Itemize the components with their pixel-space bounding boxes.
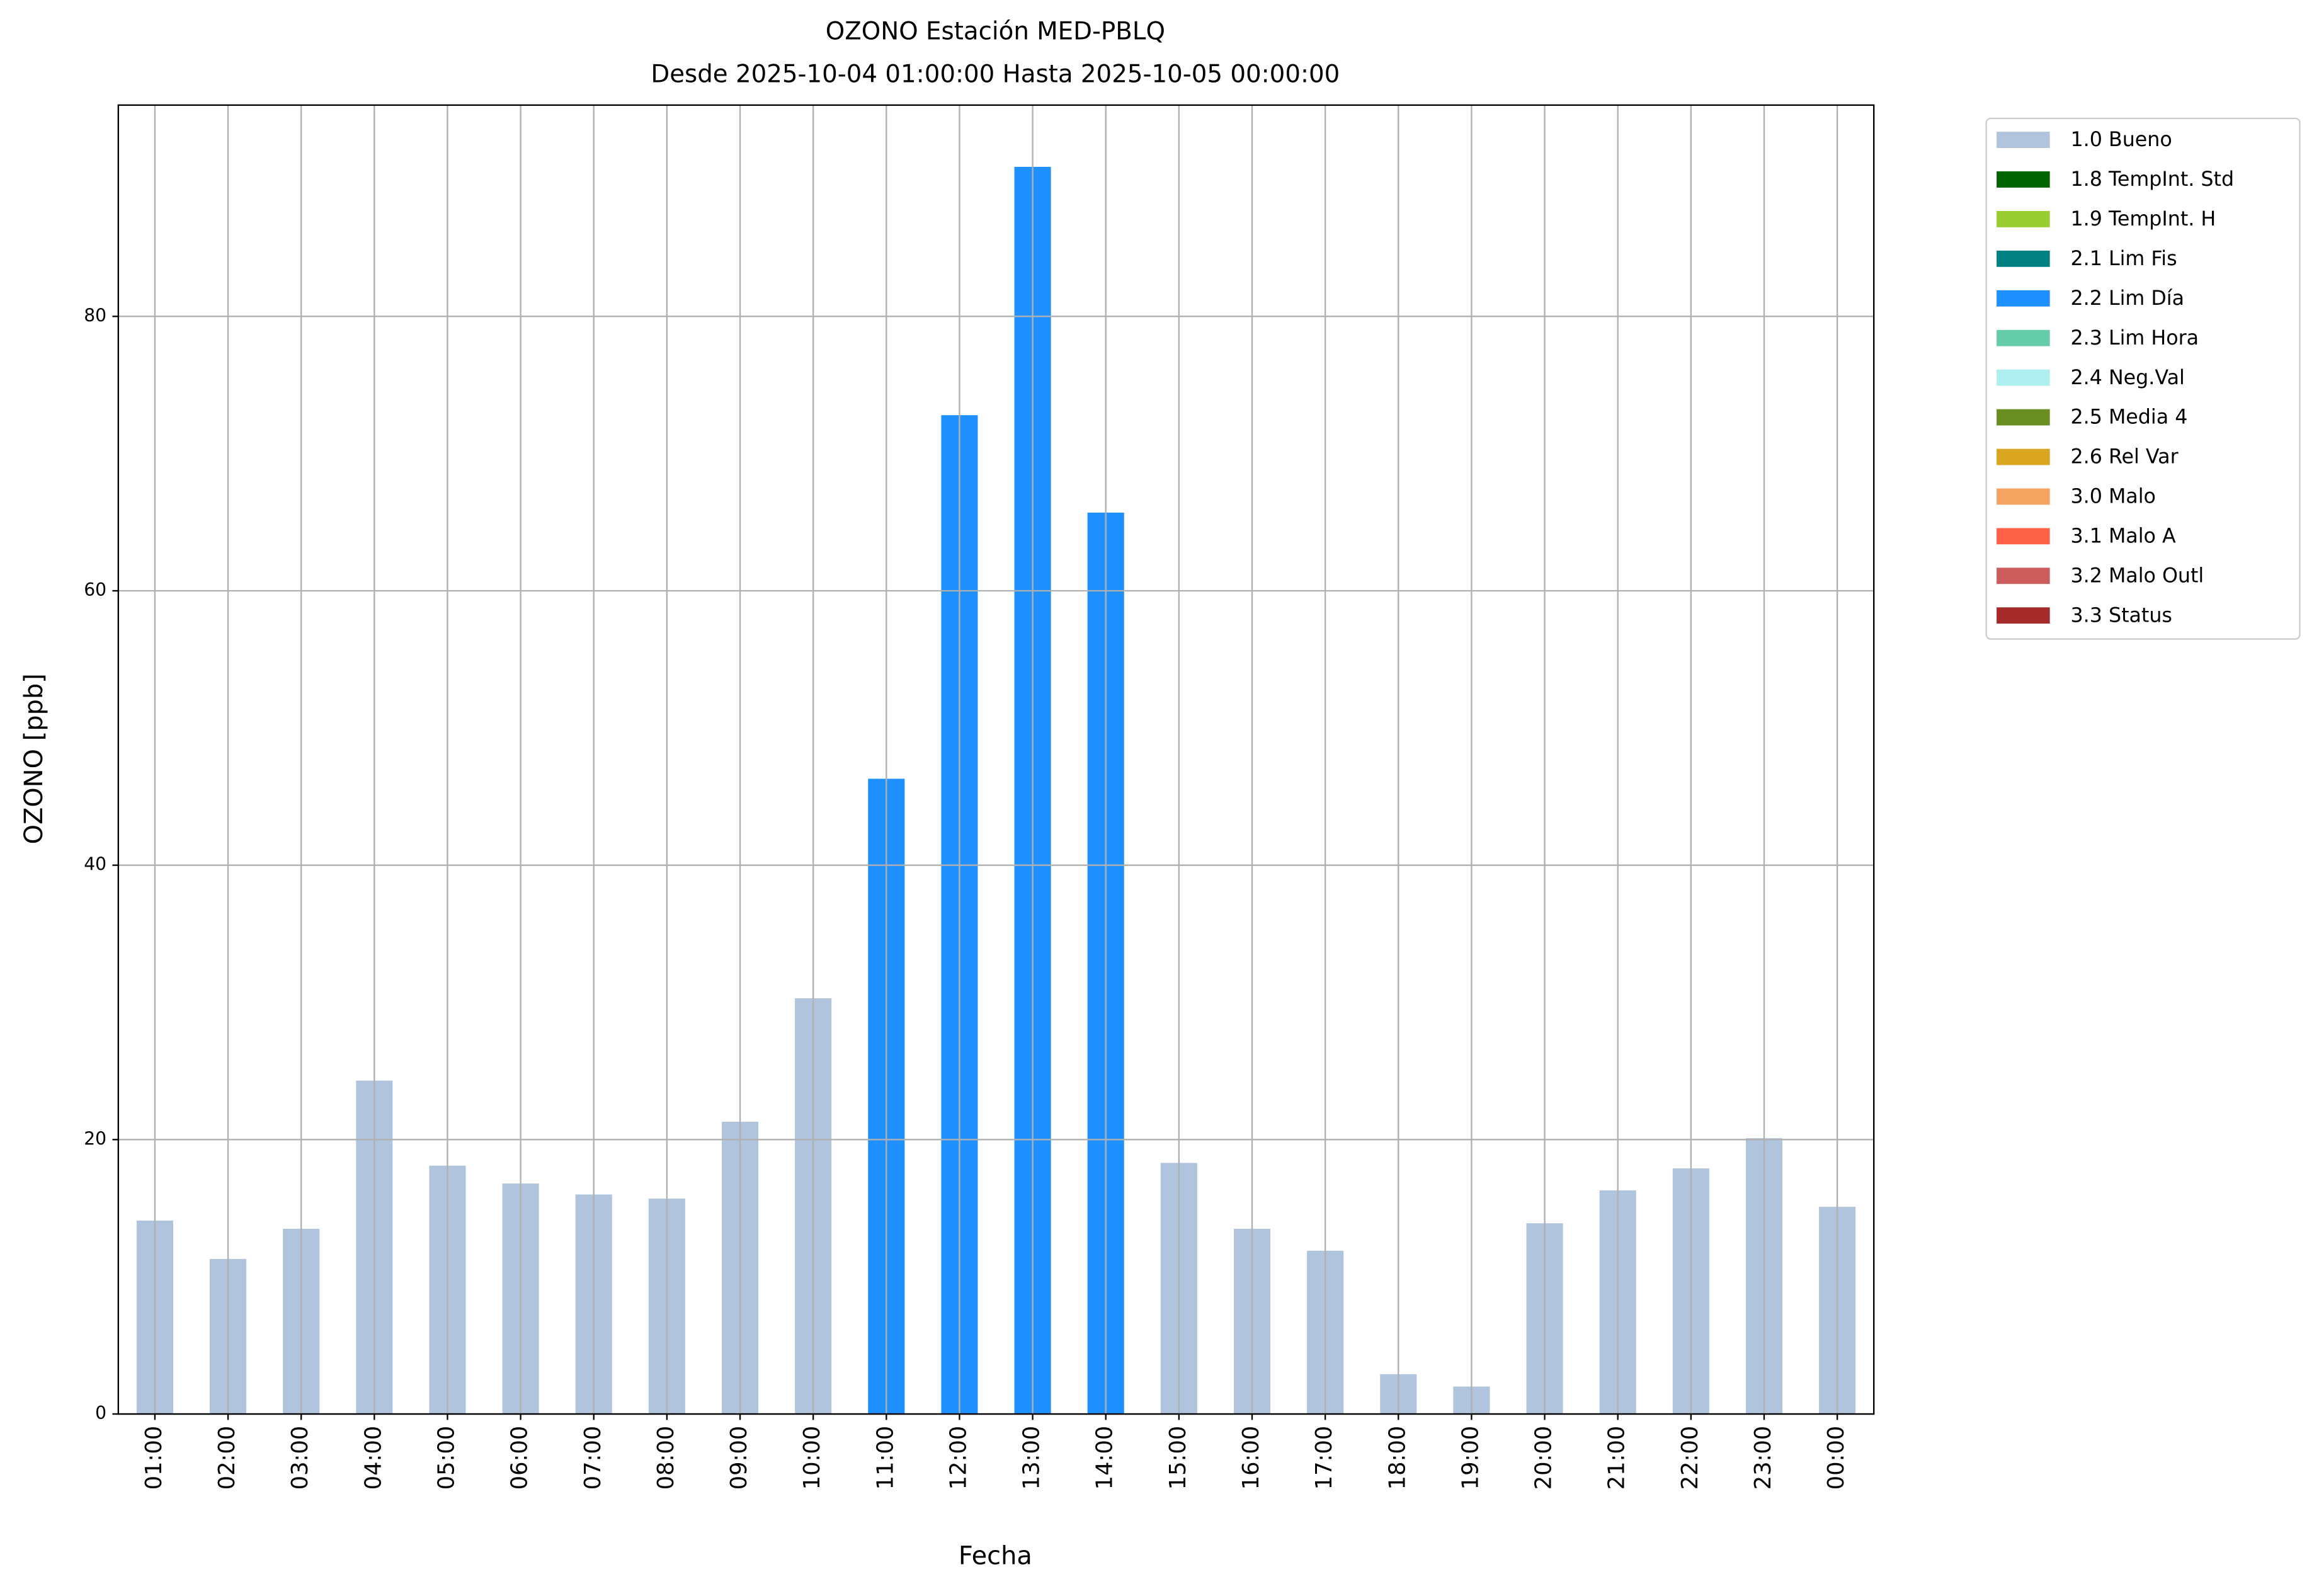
chart-title: OZONO Estación MED-PBLQ [826,17,1165,45]
x-tick-label: 00:00 [1823,1426,1849,1490]
legend-swatch [1997,607,2050,624]
x-tick-label: 10:00 [799,1426,825,1490]
legend-swatch [1997,448,2050,465]
legend-swatch [1997,171,2050,188]
x-tick-label: 22:00 [1677,1426,1703,1490]
x-tick-label: 05:00 [433,1426,459,1490]
x-tick-label: 06:00 [507,1426,533,1490]
x-tick-label: 16:00 [1238,1426,1264,1490]
legend-label: 1.8 TempInt. Std [2071,168,2235,191]
x-tick-label: 01:00 [141,1426,167,1490]
legend-label: 2.3 Lim Hora [2071,327,2199,350]
x-tick-label: 18:00 [1384,1426,1410,1490]
legend-swatch [1997,488,2050,505]
x-tick-label: 23:00 [1750,1426,1776,1490]
x-tick-label: 14:00 [1092,1426,1118,1490]
x-tick-label: 17:00 [1311,1426,1337,1490]
legend-label: 2.6 Rel Var [2071,446,2179,469]
y-tick-label: 80 [84,305,106,326]
x-tick-label: 20:00 [1531,1426,1557,1490]
legend-swatch [1997,290,2050,307]
x-tick-label: 07:00 [580,1426,606,1490]
y-tick-label: 60 [84,579,106,600]
x-tick-label: 02:00 [214,1426,240,1490]
x-tick-label: 21:00 [1604,1426,1630,1490]
x-tick-label: 09:00 [726,1426,752,1490]
legend-label: 3.2 Malo Outl [2071,564,2204,587]
legend-label: 2.5 Media 4 [2071,406,2188,429]
legend-label: 1.9 TempInt. H [2071,208,2216,231]
legend-swatch [1997,329,2050,346]
legend-label: 3.0 Malo [2071,486,2156,508]
legend-swatch [1997,528,2050,545]
legend-swatch [1997,409,2050,426]
x-tick-label: 12:00 [945,1426,971,1490]
legend-swatch [1997,132,2050,148]
chart-subtitle: Desde 2025-10-04 01:00:00 Hasta 2025-10-… [651,60,1340,88]
legend-swatch [1997,567,2050,584]
legend-label: 1.0 Bueno [2071,128,2172,151]
x-tick-label: 13:00 [1019,1426,1045,1490]
x-tick-label: 11:00 [872,1426,898,1490]
y-tick-label: 0 [95,1403,106,1423]
legend-swatch [1997,250,2050,267]
legend-swatch [1997,210,2050,227]
y-tick-label: 20 [84,1128,106,1149]
legend-box [1985,117,2301,640]
x-tick-label: 15:00 [1165,1426,1191,1490]
legend-label: 3.1 Malo A [2071,525,2176,548]
legend-label: 2.1 Lim Fis [2071,248,2177,270]
legend-swatch [1997,369,2050,386]
legend-label: 3.3 Status [2071,604,2172,627]
legend-label: 2.4 Neg.Val [2071,367,2185,389]
y-tick-label: 40 [84,854,106,875]
plot-frame [117,104,1875,1415]
x-tick-label: 08:00 [653,1426,679,1490]
x-tick-label: 19:00 [1457,1426,1483,1490]
legend-label: 2.2 Lim Día [2071,287,2185,310]
y-axis-label: OZONO [ppb] [20,673,48,844]
x-axis-label: Fecha [959,1541,1032,1570]
x-tick-label: 04:00 [360,1426,386,1490]
x-tick-label: 03:00 [287,1426,313,1490]
